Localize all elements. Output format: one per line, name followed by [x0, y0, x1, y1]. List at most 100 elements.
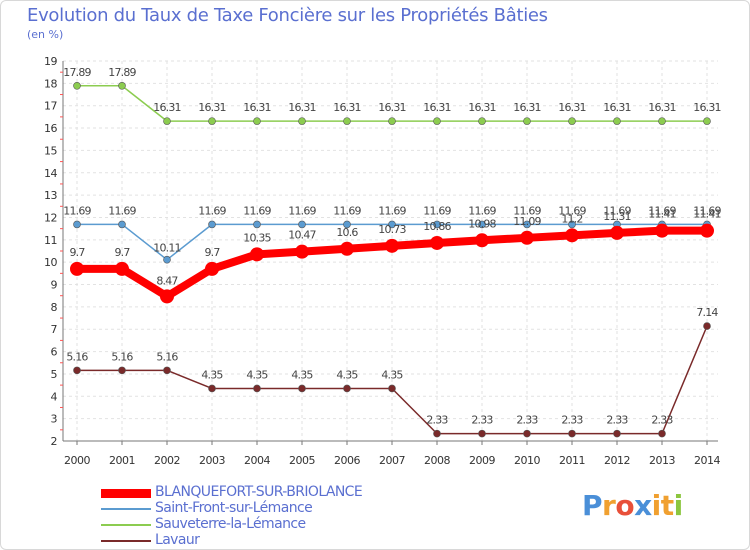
x-tick-label: 2001 [109, 454, 135, 467]
data-point [73, 82, 81, 90]
data-label: 11.69 [378, 204, 406, 217]
brand-letter: t [660, 489, 674, 522]
y-tick-label: 4 [51, 390, 58, 403]
data-label: 16.31 [648, 101, 676, 114]
data-point [160, 289, 174, 304]
data-label: 11.41 [648, 208, 676, 221]
data-point [253, 384, 261, 393]
data-point [568, 220, 576, 229]
data-label: 10.6 [336, 226, 358, 239]
data-point [115, 261, 129, 276]
data-label: 4.35 [291, 368, 313, 381]
data-label: 11.31 [603, 210, 631, 223]
y-tick-label: 3 [51, 413, 58, 426]
data-label: 16.31 [603, 101, 631, 114]
data-point [433, 429, 441, 438]
data-label: 16.31 [378, 101, 406, 114]
data-point [118, 220, 126, 229]
data-point [478, 117, 486, 125]
data-point [385, 238, 399, 253]
brand-letter: P [582, 489, 603, 522]
legend-label: Saint-Front-sur-Lémance [155, 500, 313, 516]
data-label: 2.33 [471, 414, 493, 427]
x-tick-label: 2007 [379, 454, 405, 467]
data-label: 16.31 [198, 101, 226, 114]
data-point [433, 117, 441, 125]
data-point [478, 220, 486, 229]
data-label: 2.33 [426, 414, 448, 427]
data-label: 17.89 [63, 66, 91, 79]
brand-letter: r [602, 489, 616, 522]
data-point [73, 220, 81, 229]
data-label: 11.69 [423, 204, 451, 217]
data-label: 4.35 [246, 368, 268, 381]
x-tick-label: 2003 [199, 454, 225, 467]
data-point [343, 220, 351, 229]
y-tick-label: 13 [44, 189, 57, 202]
data-point [298, 220, 306, 229]
data-point [568, 117, 576, 125]
data-point [523, 429, 531, 438]
data-label: 7.14 [696, 306, 718, 319]
chart-subtitle: (en %) [27, 28, 64, 41]
data-point [433, 220, 441, 229]
data-label: 11.69 [288, 204, 316, 217]
data-label: 16.31 [288, 101, 316, 114]
x-tick-label: 2002 [154, 454, 180, 467]
x-tick-label: 2006 [334, 454, 360, 467]
data-label: 16.31 [693, 101, 721, 114]
x-tick-label: 2010 [514, 454, 540, 467]
y-tick-label: 5 [51, 368, 58, 381]
data-point [208, 384, 216, 393]
brand-logo: Proxiti [582, 489, 683, 522]
x-tick-label: 2000 [64, 454, 90, 467]
data-label: 9.7 [114, 246, 130, 259]
x-tick-label: 2012 [604, 454, 630, 467]
y-tick-label: 7 [51, 323, 58, 336]
y-tick-label: 14 [44, 167, 57, 180]
chart-title: Evolution du Taux de Taxe Foncière sur l… [27, 5, 548, 26]
data-label: 5.16 [66, 350, 88, 363]
data-label: 16.31 [333, 101, 361, 114]
data-point [523, 117, 531, 125]
data-point [250, 247, 264, 262]
data-point [253, 220, 261, 229]
data-label: 9.7 [69, 246, 85, 259]
y-tick-label: 15 [44, 144, 57, 157]
data-point [475, 233, 489, 248]
data-label: 8.47 [156, 274, 178, 287]
data-label: 11.69 [333, 204, 361, 217]
data-label: 5.16 [111, 350, 133, 363]
x-tick-label: 2009 [469, 454, 495, 467]
y-tick-label: 19 [44, 55, 57, 68]
data-label: 16.31 [423, 101, 451, 114]
data-label: 9.7 [204, 246, 220, 259]
data-point [388, 117, 396, 125]
data-label: 2.33 [561, 414, 583, 427]
data-label: 11.69 [648, 204, 676, 217]
data-point [163, 366, 171, 375]
data-label: 16.31 [558, 101, 586, 114]
data-label: 11.69 [243, 204, 271, 217]
x-tick-label: 2011 [559, 454, 585, 467]
data-point [613, 117, 621, 125]
data-label: 10.47 [288, 229, 316, 242]
data-point [298, 384, 306, 393]
data-point [610, 225, 624, 240]
x-tick-label: 2008 [424, 454, 450, 467]
data-point [613, 429, 621, 438]
x-tick-label: 2004 [244, 454, 270, 467]
y-tick-label: 16 [44, 122, 57, 135]
x-tick-label: 2014 [694, 454, 720, 467]
data-label: 16.31 [468, 101, 496, 114]
legend-swatch [101, 540, 151, 542]
data-point [568, 429, 576, 438]
data-point [655, 223, 669, 238]
data-label: 10.98 [468, 217, 496, 230]
y-tick-label: 17 [44, 100, 57, 113]
y-tick-label: 10 [44, 256, 57, 269]
y-tick-label: 6 [51, 346, 58, 359]
legend-label: Lavaur [155, 532, 200, 548]
